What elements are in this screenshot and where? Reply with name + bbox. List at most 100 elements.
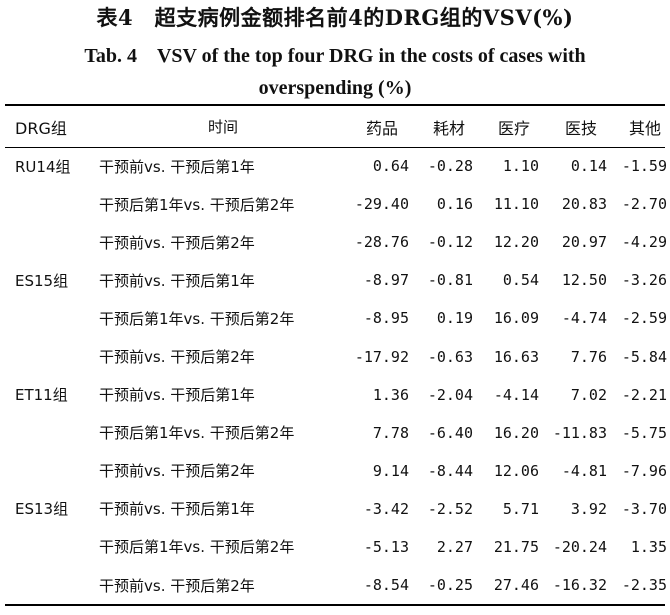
cell-medical-tech: 20.83 [561,195,607,214]
cell-drg-group: ES15组 [15,271,69,290]
cell-other: -3.26 [621,271,667,290]
cell-drugs: -29.40 [354,195,409,214]
cell-consumables: -0.28 [427,157,473,176]
cell-medical-tech: -4.81 [561,461,607,480]
cell-consumables: -0.25 [427,576,473,595]
cell-other: 1.35 [630,537,667,556]
cell-consumables: -2.04 [427,385,473,404]
cell-drg-group: RU14组 [15,157,71,176]
cell-drg-group: ES13组 [15,500,69,519]
table-row: ES15组 干预前vs. 干预后第1年 -8.97 -0.81 0.54 12.50 -3.… [5,261,670,299]
cell-consumables: -0.12 [427,233,473,252]
cell-drugs: 7.78 [372,423,409,442]
table-row: 干预前vs. 干预后第2年 -8.54 -0.25 27.46 -16.32 -2.35 [5,566,670,604]
cell-drg-group [5,414,99,452]
cell-drugs: -8.95 [363,309,409,328]
header-consumables: 耗材 [432,118,465,138]
header-other: 其他 [628,118,661,138]
header-medical: 医疗 [497,118,530,138]
cell-medical-tech: 20.97 [561,233,607,252]
cell-consumables: -8.44 [427,461,473,480]
cell-consumables: -0.63 [427,347,473,366]
cell-consumables: -6.40 [427,423,473,442]
cell-period: 干预后第1年vs. 干预后第2年 [99,309,295,328]
cell-period: 干预前vs. 干预后第2年 [99,233,255,252]
cell-period: 干预前vs. 干预后第2年 [99,576,255,595]
cell-period: 干预前vs. 干预后第2年 [99,348,255,367]
table-bottom-rule [5,604,665,606]
table-header-rule [5,147,665,148]
cell-other: -3.70 [621,499,667,518]
table-row: RU14组 干预前vs. 干预后第1年 0.64 -0.28 1.10 0.14 -1.59 [5,147,670,185]
header-medical-tech: 医技 [564,118,597,138]
cell-medical: 12.06 [493,461,539,480]
cell-other: -2.59 [621,309,667,328]
cell-drugs: -17.92 [354,347,409,366]
cell-consumables: 0.19 [436,309,473,328]
cell-other: -4.29 [621,233,667,252]
cell-medical-tech: -11.83 [552,423,607,442]
cell-period: 干预后第1年vs. 干预后第2年 [99,424,295,443]
cell-medical: 16.63 [493,347,539,366]
cell-medical-tech: -4.74 [561,309,607,328]
cell-medical: 27.46 [493,576,539,595]
cell-medical-tech: -20.24 [552,537,607,556]
cell-drg-group [5,337,99,375]
header-period: 时间 [207,118,238,136]
cell-medical-tech: 7.76 [570,347,607,366]
cell-consumables: 0.16 [436,195,473,214]
cell-drugs: 0.64 [372,157,409,176]
cell-period: 干预前vs. 干预后第1年 [99,386,255,405]
table-body: RU14组 干预前vs. 干预后第1年 0.64 -0.28 1.10 0.14 -1.59… [5,147,670,604]
cell-drg-group [5,299,99,337]
cell-drugs: 1.36 [372,385,409,404]
cell-drg-group [5,528,99,566]
cell-period: 干预后第1年vs. 干预后第2年 [99,195,295,214]
cell-drg-group [5,185,99,223]
cell-medical: 16.09 [493,309,539,328]
cell-period: 干预前vs. 干预后第1年 [99,157,255,176]
table-row: 干预前vs. 干预后第2年 9.14 -8.44 12.06 -4.81 -7.96 [5,452,670,490]
table-title-english: Tab. 4 VSV of the top four DRG in the co… [0,40,670,104]
cell-medical-tech: 12.50 [561,271,607,290]
cell-other: -5.84 [621,347,667,366]
cell-medical-tech: 7.02 [570,385,607,404]
cell-drugs: -8.97 [363,271,409,290]
cell-consumables: -0.81 [427,271,473,290]
cell-medical-tech: 0.14 [570,157,607,176]
cell-period: 干预前vs. 干预后第1年 [99,271,255,290]
table-title-english-line-1: Tab. 4 VSV of the top four DRG in the co… [84,45,586,67]
header-drugs: 药品 [365,118,398,138]
header-drg-group: DRG组 [15,118,67,138]
vsv-table: DRG组 时间 药品 耗材 医疗 医技 其他 RU14组干预前vs. 干预后第1… [5,106,670,604]
cell-other: -5.75 [621,423,667,442]
table-row: 干预后第1年vs. 干预后第2年 -5.13 2.27 21.75 -20.24 1.35 [5,528,670,566]
table-title-english-line-2: overspending (%) [258,77,412,99]
cell-drugs: 9.14 [372,461,409,480]
table-row: 干预前vs. 干预后第2年 -17.92 -0.63 16.63 7.76 -5.84 [5,337,670,375]
cell-medical: -4.14 [493,385,539,404]
cell-medical-tech: 3.92 [570,499,607,518]
table-row: 干预后第1年vs. 干预后第2年 -8.95 0.19 16.09 -4.74 -2.59 [5,299,670,337]
cell-drg-group: ET11组 [15,386,68,405]
cell-other: -1.59 [621,157,667,176]
table-row: ET11组 干预前vs. 干预后第1年 1.36 -2.04 -4.14 7.02 -2.2… [5,376,670,414]
cell-other: -2.21 [621,385,667,404]
cell-medical: 1.10 [502,157,539,176]
table-row: 干预前vs. 干预后第2年 -28.76 -0.12 12.20 20.97 -4.29 [5,223,670,261]
cell-consumables: 2.27 [436,537,473,556]
cell-other: -7.96 [621,461,667,480]
cell-period: 干预前vs. 干预后第1年 [99,500,255,519]
table-row: ES13组 干预前vs. 干预后第1年 -3.42 -2.52 5.71 3.92 -3.7… [5,490,670,528]
cell-medical: 12.20 [493,233,539,252]
cell-medical: 21.75 [493,537,539,556]
cell-drugs: -8.54 [363,576,409,595]
table-title-chinese: 表4 超支病例金额排名前4的DRG组的VSV(%) [96,5,574,30]
cell-medical: 11.10 [493,195,539,214]
cell-other: -2.35 [621,576,667,595]
table-top-rule [5,104,665,106]
cell-medical-tech: -16.32 [552,576,607,595]
table-row: 干预后第1年vs. 干预后第2年 -29.40 0.16 11.10 20.83 -2.7… [5,185,670,223]
cell-medical: 0.54 [502,271,539,290]
